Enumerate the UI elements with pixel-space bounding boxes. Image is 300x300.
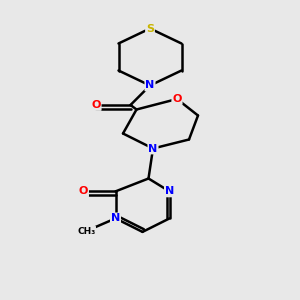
Text: O: O [172, 94, 182, 104]
Text: S: S [146, 23, 154, 34]
Text: O: O [91, 100, 101, 110]
Text: N: N [165, 186, 174, 197]
Text: N: N [111, 213, 120, 224]
Text: N: N [148, 143, 158, 154]
Text: N: N [146, 80, 154, 91]
Text: CH₃: CH₃ [77, 226, 95, 236]
Text: O: O [79, 186, 88, 197]
